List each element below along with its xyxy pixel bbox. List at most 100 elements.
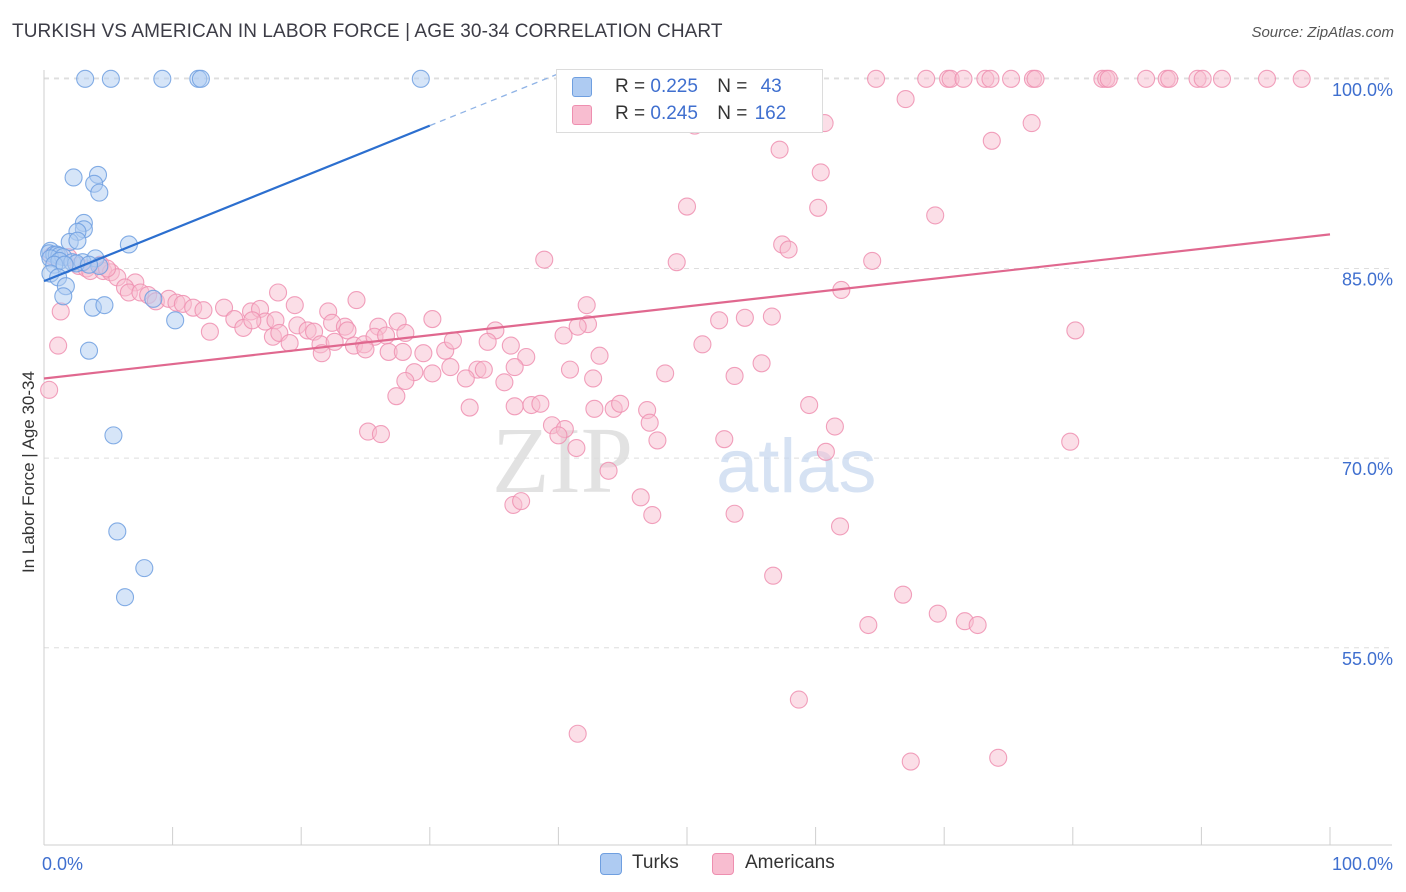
legend-row-americans: R = 0.245 N = 162 <box>615 103 786 125</box>
americans-point <box>989 748 1008 767</box>
americans-point <box>495 373 514 392</box>
turks-point <box>101 69 120 88</box>
n-value-americans: 162 <box>754 103 787 124</box>
americans-point <box>478 332 497 351</box>
y-axis-title: In Labor Force | Age 30-34 <box>19 371 38 573</box>
americans-point <box>764 566 783 585</box>
americans-point <box>859 615 878 635</box>
americans-point <box>577 296 596 315</box>
americans-point <box>1212 69 1232 88</box>
axes <box>43 70 1392 846</box>
americans-point <box>982 131 1001 150</box>
americans-point <box>779 240 798 259</box>
turks-point <box>79 341 99 360</box>
americans-point <box>693 335 712 354</box>
americans-point <box>590 346 609 365</box>
turks-point <box>191 69 210 88</box>
r-value-americans: 0.245 <box>650 103 698 124</box>
gridlines <box>44 77 1392 649</box>
americans-point <box>338 321 357 340</box>
americans-point <box>762 307 781 326</box>
americans-point <box>512 492 531 511</box>
bottom-legend-americans: Americans <box>745 852 835 873</box>
americans-point <box>393 342 412 361</box>
americans-point <box>396 371 415 391</box>
watermark: ZIP atlas <box>492 409 877 513</box>
americans-point <box>1292 69 1311 88</box>
americans-point <box>901 752 920 771</box>
americans-point <box>789 690 808 709</box>
americans-point <box>825 417 844 436</box>
americans-point <box>568 317 587 336</box>
americans-point <box>371 425 390 444</box>
americans-point <box>356 340 375 359</box>
turks-point <box>115 588 135 607</box>
americans-point <box>1022 114 1041 133</box>
americans-point <box>611 394 630 413</box>
americans-point <box>505 358 524 377</box>
americans-point <box>656 364 675 383</box>
americans-trend-line <box>43 233 1331 380</box>
americans-point <box>531 394 550 413</box>
americans-point <box>51 302 70 321</box>
americans-point <box>200 322 219 341</box>
n-value-turks: 43 <box>760 76 782 97</box>
americans-point <box>715 430 734 449</box>
americans-point <box>505 397 524 416</box>
americans-point <box>830 517 850 536</box>
americans-point <box>1137 69 1156 88</box>
americans-point <box>214 298 234 317</box>
turks-point <box>411 69 430 88</box>
americans-point <box>710 311 729 330</box>
n-label: N = <box>717 76 748 97</box>
turks-point <box>166 311 185 330</box>
americans-point <box>816 442 835 461</box>
americans-point <box>312 344 331 363</box>
americans-point <box>269 283 288 302</box>
americans-point <box>474 360 493 379</box>
turks-trend-extension <box>429 73 559 127</box>
turks-point <box>108 522 127 541</box>
americans-point <box>1061 432 1080 451</box>
americans-point <box>285 296 304 315</box>
americans-point <box>981 69 1000 88</box>
r-label: R = <box>615 103 646 124</box>
y-tick-label: 70.0% <box>1342 459 1393 479</box>
americans-point <box>549 426 568 445</box>
americans-point <box>280 334 299 353</box>
americans-point <box>443 331 462 350</box>
americans-point <box>423 310 442 329</box>
americans-series <box>40 69 1311 771</box>
americans-point <box>554 326 573 345</box>
americans-point <box>560 360 580 379</box>
americans-point <box>735 308 754 327</box>
turks-point <box>54 287 73 306</box>
americans-point <box>40 380 59 399</box>
bottom-legend-swatch-turks <box>600 853 622 875</box>
source-label: Source: ZipAtlas.com <box>1251 24 1394 41</box>
americans-point <box>809 198 828 217</box>
watermark-atlas: atlas <box>716 424 877 509</box>
bottom-legend-swatch-americans <box>712 853 734 875</box>
americans-point <box>800 395 819 415</box>
americans-point <box>725 504 744 523</box>
turks-series <box>40 69 430 607</box>
americans-point <box>811 163 830 182</box>
americans-point <box>770 140 789 159</box>
y-tick-label: 85.0% <box>1342 269 1393 289</box>
trend-lines <box>43 73 1331 380</box>
turks-point <box>95 296 114 315</box>
americans-point <box>917 69 936 88</box>
americans-point <box>347 291 366 310</box>
americans-point <box>243 311 262 330</box>
r-value-turks: 0.225 <box>650 76 698 97</box>
legend-swatch-turks <box>572 77 592 97</box>
x-tick-label: 100.0% <box>1332 854 1393 874</box>
americans-point <box>896 90 915 109</box>
turks-point <box>90 183 109 202</box>
americans-point <box>585 399 604 418</box>
americans-point <box>1257 69 1277 88</box>
americans-point <box>1193 69 1212 88</box>
turks-point <box>64 168 83 187</box>
